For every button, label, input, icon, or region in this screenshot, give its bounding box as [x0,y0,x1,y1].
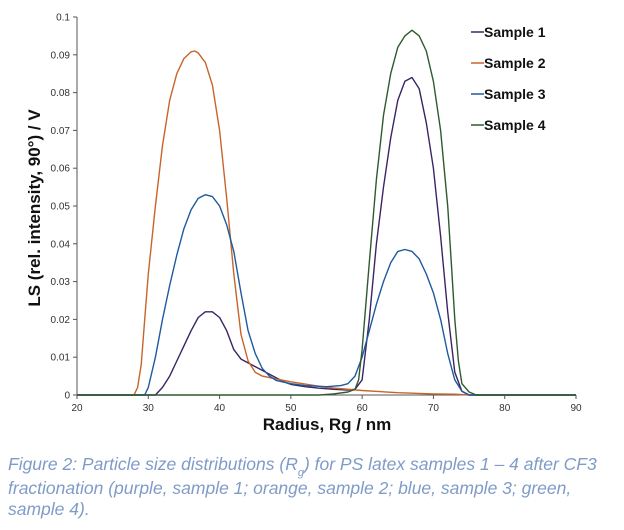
x-tick-label: 60 [357,403,369,414]
caption-text-start: Figure 2: Particle size distributions (R [8,454,298,474]
y-tick-label: 0.07 [51,126,71,137]
legend-label: Sample 2 [484,55,546,71]
legend-label: Sample 4 [484,117,546,133]
caption-text-end: ) for PS latex samples 1 – 4 after CF3 f… [8,454,597,519]
x-tick-label: 30 [143,403,155,414]
x-tick-label: 40 [214,403,226,414]
x-tick-label: 20 [71,403,83,414]
y-tick-label: 0.09 [51,50,71,61]
y-tick-label: 0.1 [56,13,70,24]
series-line-3 [77,194,576,396]
legend-label: Sample 3 [484,86,546,102]
x-axis-title: Radius, Rg / nm [263,415,391,434]
caption-subscript: g [297,467,304,479]
figure-caption: Figure 2: Particle size distributions (R… [8,454,618,520]
legend: Sample 1 Sample 2 Sample 3 Sample 4 [471,24,546,133]
series-lines [77,29,576,396]
chart: 0 0.01 0.02 0.03 0.04 0.05 0.06 0.07 0.08 0.09 0.1… [25,13,582,435]
y-tick-label: 0.04 [51,239,71,250]
x-tick-label: 90 [570,403,582,414]
y-axis-title: LS (rel. intensity, 90°) / V [25,109,44,307]
y-tick-label: 0.05 [51,202,71,213]
series-line-1 [77,76,576,396]
y-tick-label: 0.02 [51,315,71,326]
y-tick-label: 0.03 [51,277,71,288]
legend-label: Sample 1 [484,24,546,40]
x-tick-label: 80 [499,403,511,414]
axes: 0 0.01 0.02 0.03 0.04 0.05 0.06 0.07 0.08 0.09 0.1… [51,13,582,415]
x-tick-label: 50 [285,403,297,414]
y-tick-label: 0.01 [51,353,71,364]
x-tick-label: 70 [428,403,440,414]
y-tick-label: 0.06 [51,164,71,175]
y-tick-label: 0.08 [51,88,71,99]
series-line-2 [77,50,576,396]
y-tick-label: 0 [64,391,70,402]
series-line-4 [77,29,576,396]
